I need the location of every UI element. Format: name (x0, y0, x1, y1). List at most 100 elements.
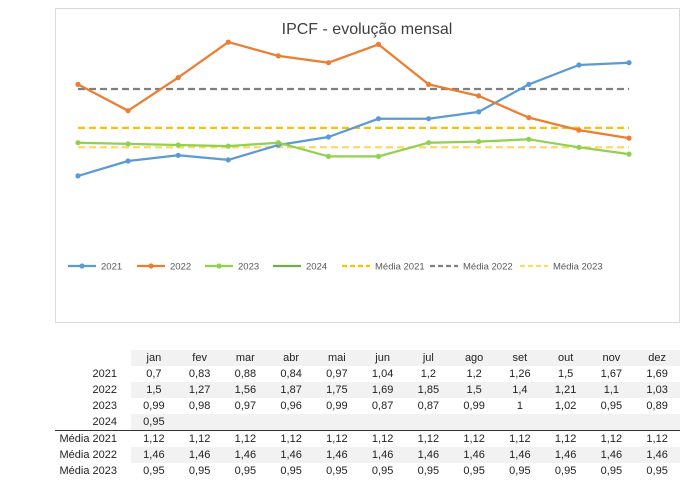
chart-area: IPCF - evolução mensal 2021 2022 2023 2024 M… (55, 8, 680, 323)
chart-border (55, 8, 680, 323)
table-cell: 1,1 (588, 382, 635, 398)
table-cell: 1,46 (359, 447, 406, 463)
table-cell: 0,99 (326, 400, 348, 412)
table-cell (222, 414, 269, 431)
table-cell: 1 (516, 400, 523, 412)
data-point-2023-ago (426, 140, 432, 146)
data-point-2023-abr (225, 143, 231, 149)
table-cell: 1,5 (557, 368, 574, 380)
table-cell: 1,12 (542, 430, 589, 447)
table-cell: 1,12 (314, 430, 360, 447)
table-cell (176, 414, 223, 431)
data-point-2022-ago (426, 81, 432, 87)
data-point-2021-jan (75, 173, 81, 179)
table-cell: 1,46 (451, 447, 497, 463)
column-header-nov: nov (588, 350, 635, 366)
column-header-jun: jun (359, 350, 406, 366)
table-cell: 1,5 (451, 382, 497, 398)
table-row: 2021 0,7 0,83 0,88 0,84 0,97 1,04 1,2 1,2 1,26 1,5… (55, 366, 680, 382)
table-cell: 1,27 (176, 382, 223, 398)
table-cell: 1,12 (634, 430, 680, 447)
data-point-2022-abr (225, 39, 231, 45)
table-cell: 0,83 (188, 368, 211, 380)
row-header: 2024 (92, 416, 117, 428)
column-header-out: out (542, 350, 589, 366)
data-point-2022-jan (75, 81, 81, 87)
legend-item-2023: 2023 (205, 262, 259, 273)
table-cell: 0,89 (646, 400, 668, 412)
series-line-2021 (77, 61, 630, 177)
table-cell: 0,95 (234, 465, 257, 477)
data-point-2022-set (476, 93, 482, 99)
data-point-2021-dez (626, 60, 632, 66)
legend-label-m-dia-2023: Média 2023 (553, 262, 603, 273)
table-cell: 0,95 (131, 414, 177, 431)
legend-label-2022: 2022 (170, 262, 191, 273)
table-cell: 1,5 (131, 382, 177, 398)
table-row: Média 2022 1,46 1,46 1,46 1,46 1,46 1,46 1,46 1,… (55, 447, 680, 463)
table-cell: 1,12 (588, 430, 635, 447)
data-point-2021-nov (576, 62, 582, 68)
data-point-2023-jul (375, 153, 382, 159)
legend-label-2023: 2023 (238, 262, 259, 273)
row-header: 2021 (92, 368, 117, 380)
data-point-2021-mar (175, 152, 181, 158)
table-cell (359, 414, 406, 431)
table-cell: 0,99 (143, 400, 165, 412)
table-cell: 1,46 (222, 447, 269, 463)
table-cell: 1,12 (451, 430, 497, 447)
data-point-2021-set (476, 109, 482, 115)
table-cell: 1,2 (466, 368, 482, 380)
column-header-jul: jul (405, 350, 452, 366)
data-point-2023-fev (125, 141, 131, 147)
table-cell: 1,46 (542, 447, 589, 463)
table-cell: 0,97 (326, 368, 348, 380)
column-header-fev: fev (176, 350, 223, 366)
row-header: Média 2023 (59, 465, 118, 477)
column-header-set: set (497, 350, 543, 366)
data-point-2022-out (526, 115, 532, 121)
table-cell (451, 414, 497, 431)
data-point-2023-dez (626, 151, 632, 157)
table-cell: 0,95 (600, 465, 623, 477)
data-table: jan fev mar abr mai jun jul ago set out nov dez 202… (55, 350, 680, 479)
table-row: Média 2023 0,95 0,95 0,95 0,95 0,95 0,95 0,95 0,… (55, 463, 680, 479)
column-header-abr: abr (268, 350, 314, 366)
table-row: Média 2021 1,12 1,12 1,12 1,12 1,12 1,12 1,12 1,… (55, 430, 680, 447)
data-point-2021-jul (375, 116, 382, 122)
column-header-dez: dez (634, 350, 680, 366)
table-cell: 1,02 (554, 400, 577, 412)
table-cell: 1,04 (371, 368, 394, 380)
data-point-2022-mai (275, 53, 281, 59)
series-line-2023 (77, 138, 630, 158)
table-cell: 0,95 (280, 465, 302, 477)
table-cell: 0,98 (188, 400, 211, 412)
table-cell: 1,12 (405, 430, 452, 447)
legend-item-m-dia-2022: Média 2022 (430, 262, 513, 273)
legend-item-2024: 2024 (273, 262, 327, 273)
table-corner-cell (55, 350, 131, 366)
table-cell: 0,95 (646, 465, 668, 477)
table-row: 2022 1,5 1,27 1,56 1,87 1,75 1,69 1,85 1,5 1,4 1,2… (55, 382, 680, 398)
table-cell: 1,56 (222, 382, 269, 398)
row-header: 2023 (92, 400, 117, 412)
table-cell: 1,46 (268, 447, 314, 463)
data-point-2023-jun (325, 153, 332, 159)
table-cell: 1,67 (600, 368, 623, 380)
table-cell: 0,95 (509, 465, 531, 477)
data-point-2021-abr (225, 157, 231, 163)
table-cell: 0,95 (600, 400, 623, 412)
table-cell (634, 414, 680, 431)
data-point-2023-jan (75, 140, 81, 146)
table-cell: 1,12 (359, 430, 406, 447)
table-cell: 0,96 (280, 400, 302, 412)
data-point-2022-nov (576, 127, 582, 133)
data-point-2023-mai (275, 140, 281, 146)
table-cell: 1,69 (359, 382, 406, 398)
row-header: Média 2022 (59, 449, 118, 461)
table-cell: 0,95 (188, 465, 211, 477)
series-lines (75, 39, 632, 179)
table-cell: 0,95 (417, 465, 440, 477)
table-cell: 0,95 (554, 465, 577, 477)
chart-legend: 2021 2022 2023 2024 Média 2021 Média 2022 Médi… (68, 262, 603, 273)
